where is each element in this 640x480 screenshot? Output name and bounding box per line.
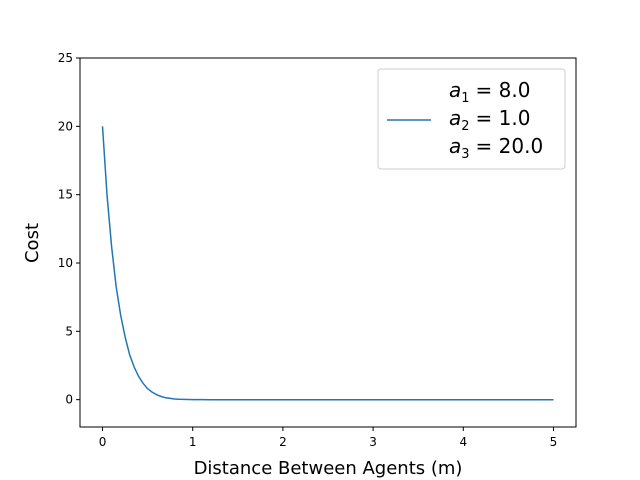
x-tick-label: 0 <box>99 435 107 449</box>
y-tick-label: 15 <box>58 188 73 202</box>
x-tick-label: 1 <box>189 435 197 449</box>
legend: a1 = 8.0 a2 = 1.0 a3 = 20.0 <box>377 68 566 170</box>
x-tick-label: 2 <box>279 435 287 449</box>
x-axis-label: Distance Between Agents (m) <box>194 458 463 479</box>
y-axis-label: Cost <box>22 223 43 263</box>
legend-line-1: a1 = 8.0 <box>449 78 530 106</box>
y-tick-label: 0 <box>65 393 73 407</box>
x-tick-label: 3 <box>369 435 377 449</box>
x-tick-label: 4 <box>459 435 467 449</box>
legend-line-2: a2 = 1.0 <box>449 106 530 134</box>
y-tick-label: 10 <box>58 256 73 270</box>
series-line <box>101 126 554 401</box>
y-axis-ticks: 0 5 10 15 20 25 <box>58 51 80 407</box>
x-axis-ticks: 0 1 2 3 4 5 <box>99 427 558 449</box>
y-tick-label: 5 <box>65 324 73 338</box>
legend-line-3: a3 = 20.0 <box>449 134 543 162</box>
y-tick-label: 20 <box>58 119 73 133</box>
plot-area-frame <box>79 57 577 428</box>
legend-box <box>377 68 566 170</box>
y-tick-label: 25 <box>58 51 73 65</box>
x-tick-label: 5 <box>550 435 558 449</box>
